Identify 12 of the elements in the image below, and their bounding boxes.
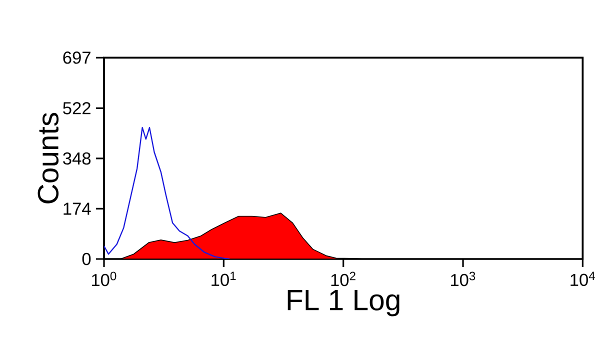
- y-tick-label: 348: [63, 152, 91, 165]
- x-tick-label: 10$^{1}$: [212, 272, 236, 286]
- y-axis-title: Counts: [38, 112, 59, 204]
- y-tick-label: 0: [82, 252, 91, 266]
- x-tick-label: 10$^{4}$: [570, 272, 596, 286]
- x-tick-label: 10$^{2}$: [331, 272, 356, 286]
- y-tick-label: 697: [63, 52, 90, 64]
- y-tick-label: 174: [64, 202, 91, 215]
- y-tick-label: 522: [63, 102, 90, 114]
- x-axis-title: FL 1 Log: [288, 290, 400, 316]
- x-tick-label: 10$^{0}$: [92, 272, 116, 286]
- x-tick-label: 10$^{3}$: [450, 272, 476, 286]
